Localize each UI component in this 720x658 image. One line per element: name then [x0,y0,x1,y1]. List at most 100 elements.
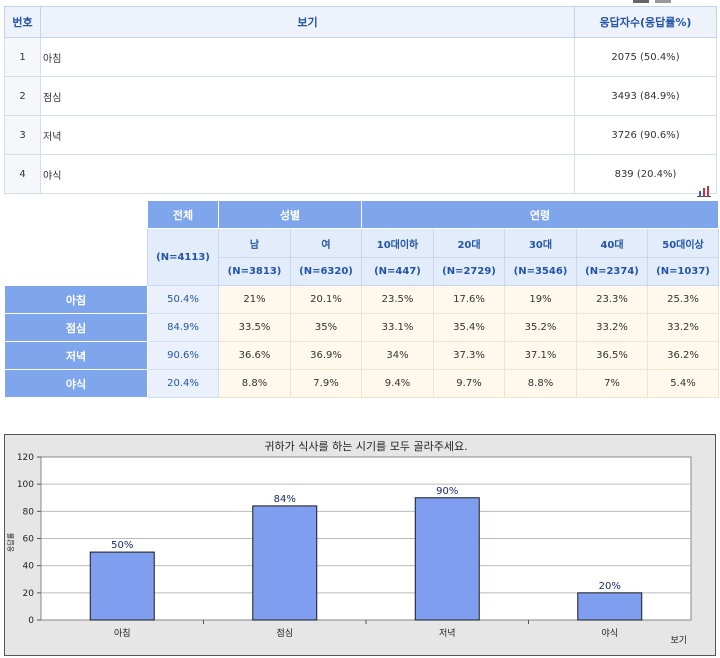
y-tick-label: 100 [17,480,34,490]
cell-value: 34% [361,341,434,370]
table-header-row: 번호 보기 응답자수(응답률%) [4,6,717,38]
bar-chart-panel: 귀하가 식사를 하는 시기를 모두 골라주세요. 0 20 40 60 80 100 120 5… [4,434,716,656]
header-gender: 성별 [218,200,362,229]
age-col-label: 10대이하 [361,228,434,258]
bar [89,551,155,621]
header-no: 번호 [4,6,41,38]
x-tick-label: 야식 [601,628,618,639]
gender-col-label: 남 [218,228,291,258]
table-row: 4 야식 839 (20.4%) [4,154,717,194]
crosstab-row: 저녁 90.6% 36.6% 36.9% 34% 37.3% 37.1% 36.… [4,341,719,370]
bar [252,505,318,621]
row-number: 3 [4,115,41,155]
cell-value: 5.4% [647,369,719,398]
gender-col-label: 여 [290,228,362,258]
cell-value: 23.5% [361,285,434,314]
data-label: 50% [111,540,133,551]
cell-value: 35.4% [433,313,505,342]
y-tick-label: 60 [23,535,35,545]
bar-chart-icon[interactable] [697,185,711,197]
row-number: 1 [4,37,41,77]
y-tick-label: 20 [23,589,35,599]
data-label: 84% [274,494,296,505]
cell-value: 20.1% [290,285,362,314]
cell-value: 23.3% [576,285,648,314]
x-tick-label: 아침 [114,628,131,639]
crosstab-corner [4,200,148,286]
crosstab-table: 전체 성별 연령 (N=4113) 남 여 10대이하 20대 30대 40대 … [4,200,719,398]
cell-value: 37.3% [433,341,505,370]
header-total: 전체 [147,200,219,229]
x-axis-label: 보기 [670,635,687,646]
cell-value: 25.3% [647,285,719,314]
cell-value: 33.2% [647,313,719,342]
row-value: 2075 (50.4%) [574,37,717,77]
row-label: 아침 [40,37,575,77]
cell-value: 7.9% [290,369,362,398]
cell-value: 33.1% [361,313,434,342]
toolbar-icon[interactable] [655,0,671,3]
cell-value: 37.1% [504,341,577,370]
y-tick-label: 40 [23,562,35,572]
chart-title: 귀하가 식사를 하는 시기를 모두 골라주세요. [264,439,467,453]
y-tick-label: 80 [23,507,35,517]
row-number: 4 [4,154,41,194]
crosstab-row: 아침 50.4% 21% 20.1% 23.5% 17.6% 19% 23.3%… [4,285,719,314]
header-age: 연령 [361,200,719,229]
cell-value: 8.8% [504,369,577,398]
row-value: 3726 (90.6%) [574,115,717,155]
header-option: 보기 [40,6,575,38]
age-col-label: 50대이상 [647,228,719,258]
cell-value: 9.7% [433,369,505,398]
row-value: 3493 (84.9%) [574,76,717,116]
row-number: 2 [4,76,41,116]
y-tick-label: 0 [28,616,34,626]
cell-value: 21% [218,285,291,314]
bar [577,592,643,621]
age-col-n: (N=447) [361,257,434,286]
toolbar-icon[interactable] [633,0,649,3]
table-row: 1 아침 2075 (50.4%) [4,37,717,77]
row-header: 아침 [4,285,148,314]
crosstab-row: 점심 84.9% 33.5% 35% 33.1% 35.4% 35.2% 33.… [4,313,719,342]
header-responses: 응답자수(응답률%) [574,6,717,38]
age-col-label: 40대 [576,228,648,258]
row-total: 84.9% [147,313,219,342]
y-tick-label: 120 [17,453,34,463]
cell-value: 36.2% [647,341,719,370]
survey-response-table: 번호 보기 응답자수(응답률%) 1 아침 2075 (50.4%) 2 점심 … [4,6,717,194]
cell-value: 8.8% [218,369,291,398]
gender-col-n: (N=3813) [218,257,291,286]
row-header: 저녁 [4,341,148,370]
age-col-n: (N=2374) [576,257,648,286]
age-col-label: 20대 [433,228,505,258]
cell-value: 36.9% [290,341,362,370]
data-label: 90% [436,486,458,497]
cell-value: 9.4% [361,369,434,398]
x-tick-label: 저녁 [439,628,456,639]
age-col-n: (N=3546) [504,257,577,286]
row-label: 점심 [40,76,575,116]
row-header: 점심 [4,313,148,342]
row-label: 저녁 [40,115,575,155]
cell-value: 36.6% [218,341,291,370]
row-label: 야식 [40,154,575,194]
cell-value: 19% [504,285,577,314]
bar [414,497,480,621]
gender-col-n: (N=6320) [290,257,362,286]
table-row: 2 점심 3493 (84.9%) [4,76,717,116]
row-total: 50.4% [147,285,219,314]
cell-value: 7% [576,369,648,398]
cell-value: 17.6% [433,285,505,314]
row-total: 20.4% [147,369,219,398]
cell-value: 33.2% [576,313,648,342]
row-header: 야식 [4,369,148,398]
x-tick-label: 점심 [276,627,293,639]
crosstab-row: 야식 20.4% 8.8% 7.9% 9.4% 9.7% 8.8% 7% 5.4… [4,369,719,398]
data-label: 20% [599,581,621,592]
age-col-n: (N=2729) [433,257,505,286]
table-row: 3 저녁 3726 (90.6%) [4,115,717,155]
row-total: 90.6% [147,341,219,370]
age-col-n: (N=1037) [647,257,719,286]
cell-value: 36.5% [576,341,648,370]
